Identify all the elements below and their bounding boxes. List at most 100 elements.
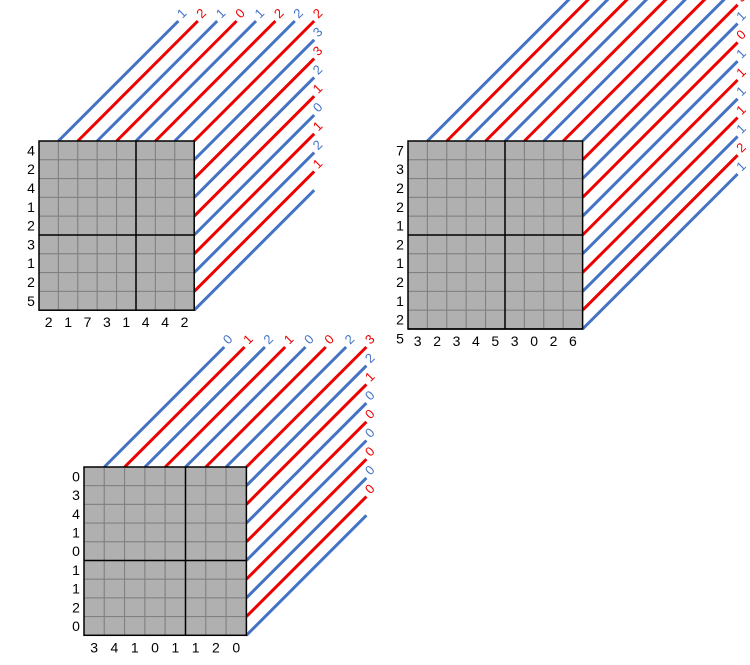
- grid-cell[interactable]: [144, 485, 166, 505]
- grid-cell[interactable]: [185, 578, 207, 599]
- grid-cell[interactable]: [426, 253, 448, 274]
- grid-cell[interactable]: [124, 578, 146, 599]
- grid-cell[interactable]: [446, 178, 467, 198]
- grid-cell[interactable]: [407, 290, 428, 311]
- grid-cell[interactable]: [465, 253, 487, 274]
- grid-cell[interactable]: [523, 178, 545, 198]
- grid-cell[interactable]: [465, 309, 487, 330]
- grid-cell[interactable]: [205, 597, 227, 618]
- grid-cell[interactable]: [543, 140, 564, 161]
- grid-cell[interactable]: [83, 578, 105, 599]
- grid-cell[interactable]: [504, 196, 525, 217]
- grid-cell[interactable]: [144, 522, 166, 543]
- grid-cell[interactable]: [57, 196, 79, 217]
- grid-cell[interactable]: [96, 215, 118, 236]
- grid-cell[interactable]: [205, 503, 227, 524]
- grid-cell[interactable]: [164, 522, 186, 543]
- grid-cell[interactable]: [225, 616, 247, 636]
- grid-cell[interactable]: [124, 541, 146, 561]
- grid-cell[interactable]: [154, 290, 176, 311]
- grid-cell[interactable]: [103, 578, 126, 599]
- grid-cell[interactable]: [446, 215, 467, 236]
- grid-cell[interactable]: [485, 140, 506, 161]
- grid-cell[interactable]: [96, 196, 118, 217]
- grid-cell[interactable]: [135, 140, 156, 161]
- grid-cell[interactable]: [164, 560, 186, 580]
- grid-cell[interactable]: [38, 272, 59, 292]
- grid-cell[interactable]: [225, 503, 247, 524]
- grid-cell[interactable]: [523, 309, 545, 330]
- grid-cell[interactable]: [77, 178, 98, 198]
- grid-cell[interactable]: [504, 309, 525, 330]
- grid-cell[interactable]: [543, 309, 564, 330]
- grid-cell[interactable]: [174, 272, 195, 292]
- grid-cell[interactable]: [446, 309, 467, 330]
- grid-cell[interactable]: [96, 253, 118, 274]
- grid-cell[interactable]: [485, 272, 506, 292]
- grid-cell[interactable]: [144, 466, 166, 487]
- grid-cell[interactable]: [543, 253, 564, 274]
- grid-cell[interactable]: [523, 196, 545, 217]
- grid-cell[interactable]: [446, 159, 467, 180]
- grid-cell[interactable]: [465, 272, 487, 292]
- grid-cell[interactable]: [562, 309, 584, 330]
- grid-cell[interactable]: [174, 159, 195, 180]
- grid-cell[interactable]: [562, 140, 584, 161]
- grid-cell[interactable]: [504, 234, 525, 255]
- grid-cell[interactable]: [446, 272, 467, 292]
- grid-cell[interactable]: [504, 215, 525, 236]
- grid-cell[interactable]: [446, 253, 467, 274]
- grid-cell[interactable]: [446, 290, 467, 311]
- grid-cell[interactable]: [562, 234, 584, 255]
- grid-cell[interactable]: [144, 578, 166, 599]
- grid-cell[interactable]: [116, 140, 137, 161]
- grid-cell[interactable]: [154, 196, 176, 217]
- grid-cell[interactable]: [504, 140, 525, 161]
- grid-cell[interactable]: [57, 159, 79, 180]
- grid-cell[interactable]: [96, 234, 118, 255]
- grid-cell[interactable]: [144, 616, 166, 636]
- grid-cell[interactable]: [485, 253, 506, 274]
- grid-cell[interactable]: [116, 234, 137, 255]
- grid-cell[interactable]: [103, 616, 126, 636]
- grid-cell[interactable]: [164, 597, 186, 618]
- grid-cell[interactable]: [38, 234, 59, 255]
- grid-cell[interactable]: [205, 616, 227, 636]
- grid-cell[interactable]: [523, 159, 545, 180]
- grid-cell[interactable]: [504, 159, 525, 180]
- grid-cell[interactable]: [103, 522, 126, 543]
- grid-cell[interactable]: [164, 503, 186, 524]
- grid-cell[interactable]: [407, 253, 428, 274]
- grid-cell[interactable]: [205, 522, 227, 543]
- grid-cell[interactable]: [446, 140, 467, 161]
- grid-cell[interactable]: [446, 234, 467, 255]
- grid-cell[interactable]: [135, 272, 156, 292]
- grid-cell[interactable]: [57, 290, 79, 311]
- grid-cell[interactable]: [407, 309, 428, 330]
- grid-cell[interactable]: [426, 215, 448, 236]
- grid-cell[interactable]: [83, 485, 105, 505]
- grid-cell[interactable]: [96, 140, 118, 161]
- grid-cell[interactable]: [562, 178, 584, 198]
- grid-cell[interactable]: [144, 597, 166, 618]
- grid-cell[interactable]: [465, 215, 487, 236]
- grid-cell[interactable]: [83, 560, 105, 580]
- grid-cell[interactable]: [407, 140, 428, 161]
- grid-cell[interactable]: [225, 522, 247, 543]
- grid-cell[interactable]: [523, 215, 545, 236]
- grid-cell[interactable]: [465, 196, 487, 217]
- grid-cell[interactable]: [543, 290, 564, 311]
- grid-cell[interactable]: [57, 234, 79, 255]
- grid-cell[interactable]: [116, 290, 137, 311]
- grid-cell[interactable]: [83, 616, 105, 636]
- grid-cell[interactable]: [135, 215, 156, 236]
- grid-cell[interactable]: [83, 597, 105, 618]
- grid-cell[interactable]: [124, 522, 146, 543]
- grid-cell[interactable]: [426, 272, 448, 292]
- grid-cell[interactable]: [185, 485, 207, 505]
- grid-cell[interactable]: [485, 215, 506, 236]
- grid-cell[interactable]: [205, 560, 227, 580]
- grid-cell[interactable]: [38, 159, 59, 180]
- grid-cell[interactable]: [562, 215, 584, 236]
- grid-cell[interactable]: [38, 178, 59, 198]
